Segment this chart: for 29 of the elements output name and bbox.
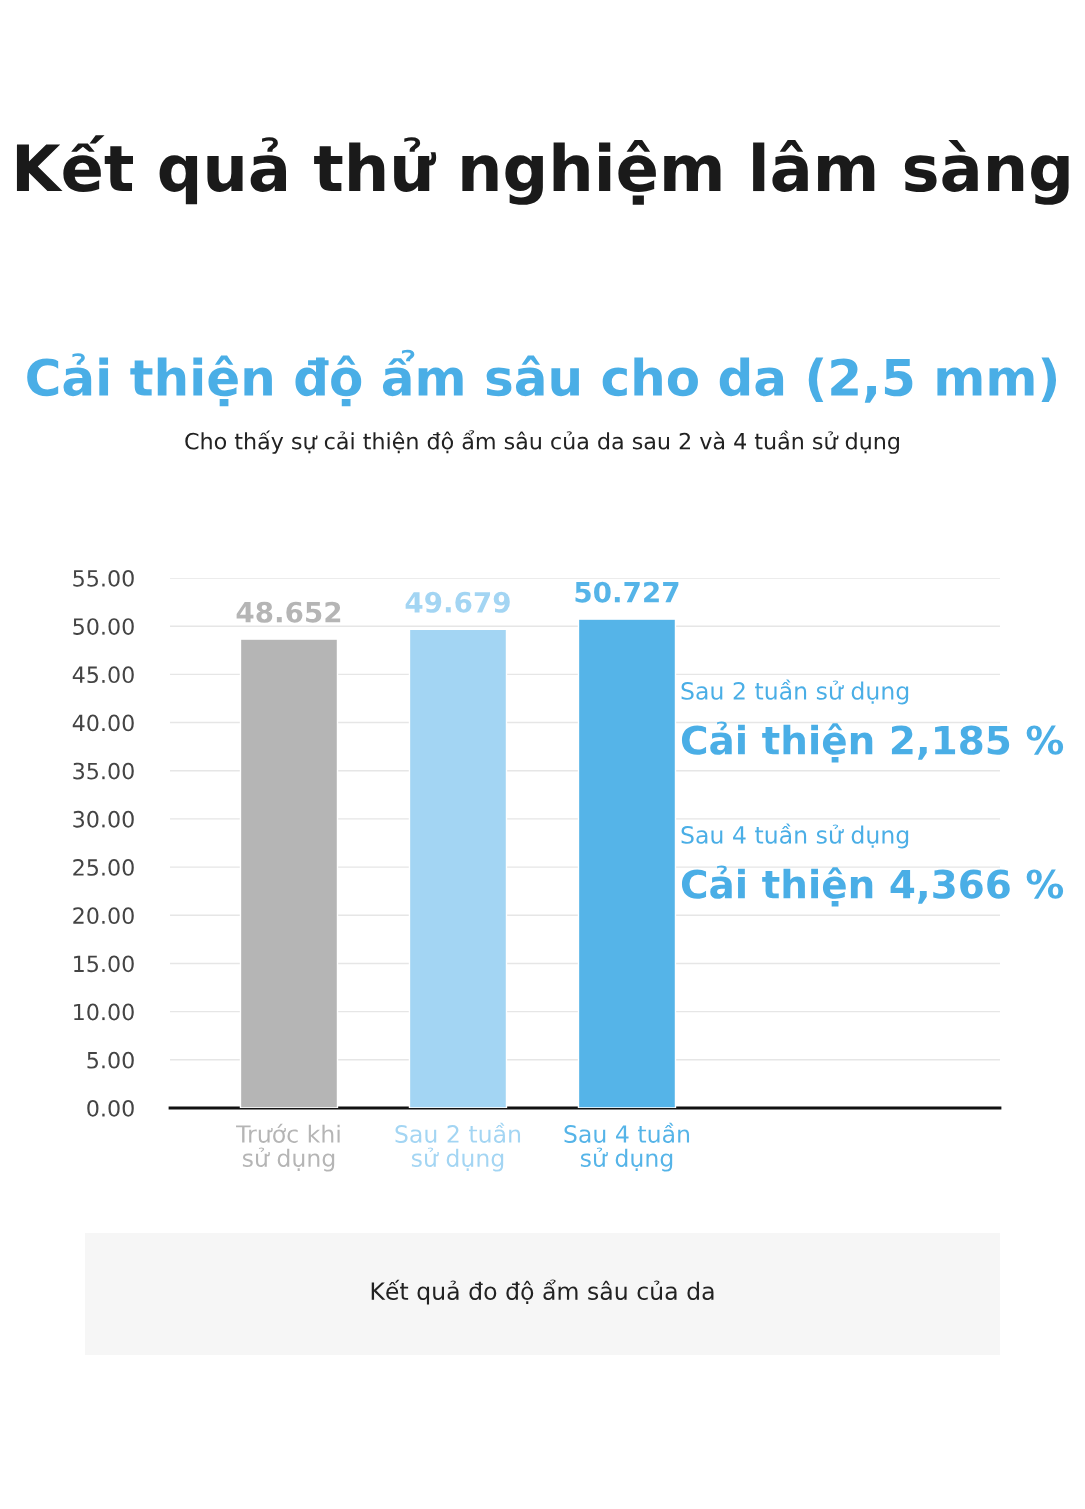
y-tick-label: 45.00 <box>72 666 134 684</box>
chart-title: Kết quả thử nghiệm lâm sàng <box>16 135 1069 205</box>
y-tick-label: 20.00 <box>73 907 134 925</box>
annotation: Sau 4 tuần sử dụng <box>681 823 909 849</box>
bar <box>577 618 677 1108</box>
y-tick-label: 10.00 <box>74 1003 134 1021</box>
bar <box>239 638 339 1108</box>
text: Kết quả đo độ ẩm sâu của da <box>371 1279 714 1305</box>
x-tick-label: Sau 4 tuần sử dụng <box>564 1122 690 1172</box>
y-tick-label: 35.00 <box>73 762 134 780</box>
x-tick-label: Sau 2 tuần sử dụng <box>395 1122 521 1172</box>
annotation: Cải thiện 4,366 % <box>681 865 1064 907</box>
y-tick-label: 0.00 <box>87 1099 134 1117</box>
y-tick-label: 50.00 <box>73 618 134 635</box>
y-tick-label: 40.00 <box>72 714 134 732</box>
bar <box>408 628 508 1108</box>
annotation: Sau 2 tuần sử dụng <box>681 679 909 705</box>
y-tick-label: 30.00 <box>73 810 134 828</box>
text: Cho thấy sự cải thiện độ ẩm sâu của da sau 2 và 4 tuần sử dụng <box>185 430 899 454</box>
y-tick-label: 15.00 <box>74 955 134 973</box>
y-tick-label: 5.00 <box>87 1051 134 1069</box>
annotation: Cải thiện 2,185 % <box>681 721 1064 763</box>
data-label: 49.679 <box>405 591 510 613</box>
x-tick-label: Trước khi sử dụng <box>236 1123 340 1172</box>
y-tick-label: 55.00 <box>73 569 134 587</box>
y-tick-label: 25.00 <box>73 859 134 876</box>
data-label: 50.727 <box>575 581 679 603</box>
chart-subtitle: Cải thiện độ ẩm sâu cho da (2,5 mm) <box>27 349 1057 407</box>
data-label: 48.652 <box>236 601 341 623</box>
